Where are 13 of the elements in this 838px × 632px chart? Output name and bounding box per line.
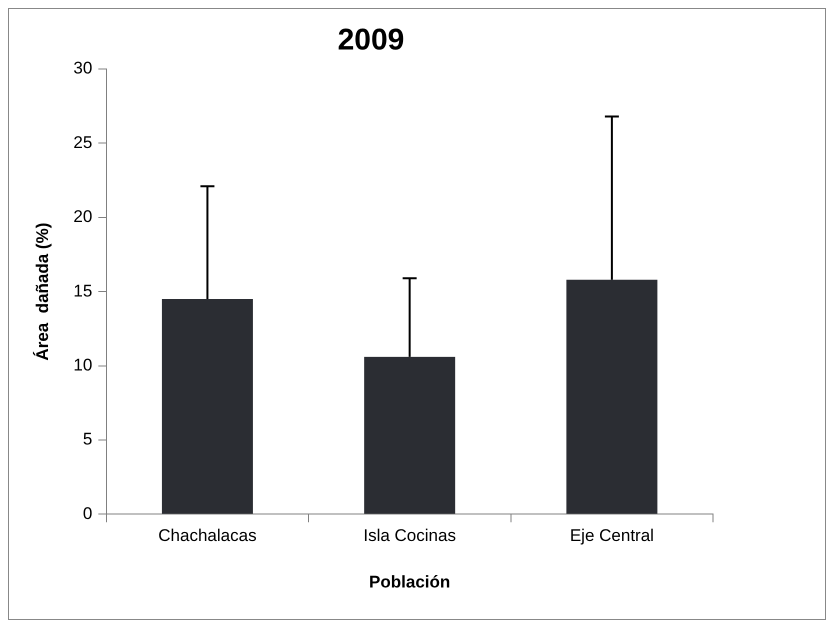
y-tick-label: 0 xyxy=(82,504,92,523)
chart-title: 2009 xyxy=(338,23,404,56)
y-tick-label: 5 xyxy=(82,430,92,449)
y-tick-label: 25 xyxy=(73,132,92,152)
y-tick-label: 10 xyxy=(73,355,92,374)
x-tick-label: Eje Central xyxy=(570,526,654,546)
y-tick-label: 15 xyxy=(73,281,92,300)
y-tick-label: 30 xyxy=(73,58,92,78)
x-tick-label: Chachalacas xyxy=(158,526,257,546)
x-axis-title: Población xyxy=(369,572,450,592)
y-tick-label: 20 xyxy=(73,207,92,226)
x-tick-label: Isla Cocinas xyxy=(363,526,456,546)
y-axis-title: Área dañada (%) xyxy=(32,222,52,361)
